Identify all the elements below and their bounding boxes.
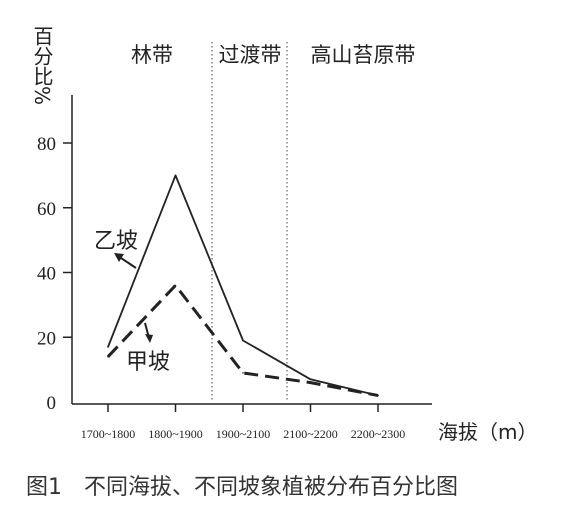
data-point <box>107 346 109 348</box>
data-point <box>174 174 177 177</box>
y-ticks: 0 20 40 60 80 <box>37 134 72 414</box>
yi-slope-arrowhead <box>114 253 124 262</box>
data-point <box>174 284 177 287</box>
x-tick-label: 1700~1800 <box>81 427 136 441</box>
y-tick-label: 20 <box>37 328 56 349</box>
y-tick-label: 0 <box>47 393 57 414</box>
data-point <box>309 378 312 381</box>
zone-label-alpine-tundra: 高山苔原带 <box>311 43 416 67</box>
y-tick-label: 60 <box>37 199 56 220</box>
data-point <box>377 394 379 397</box>
data-point <box>242 372 244 374</box>
x-axis-label: 海拔（m） <box>438 420 537 444</box>
data-point <box>107 355 109 358</box>
x-tick-label: 1800~1900 <box>148 427 203 441</box>
y-tick-label: 80 <box>37 134 56 155</box>
series-label-yi-slope: 乙坡 <box>94 229 138 254</box>
series-label-jia-slope: 甲坡 <box>126 350 170 375</box>
x-ticks: 1700~1800 1800~1900 1900~2100 2100~2200 2200… <box>81 404 406 441</box>
zone-label-forest: 林带 <box>131 43 173 67</box>
series-line-jia-slope <box>106 283 379 397</box>
data-point <box>242 339 244 342</box>
y-tick-label: 40 <box>37 264 56 285</box>
x-tick-label: 2100~2200 <box>283 427 338 441</box>
x-tick-label: 1900~2100 <box>216 427 271 441</box>
zone-label-transition: 过渡带 <box>219 43 282 67</box>
series-layer <box>106 174 379 397</box>
x-tick-label: 2200~2300 <box>351 427 406 441</box>
jia-slope-arrowhead <box>145 334 153 343</box>
y-axis-label: 百分比% <box>30 26 54 105</box>
figure-caption: 图1 不同海拔、不同坡象植被分布百分比图 <box>26 475 458 500</box>
data-point <box>309 381 312 384</box>
